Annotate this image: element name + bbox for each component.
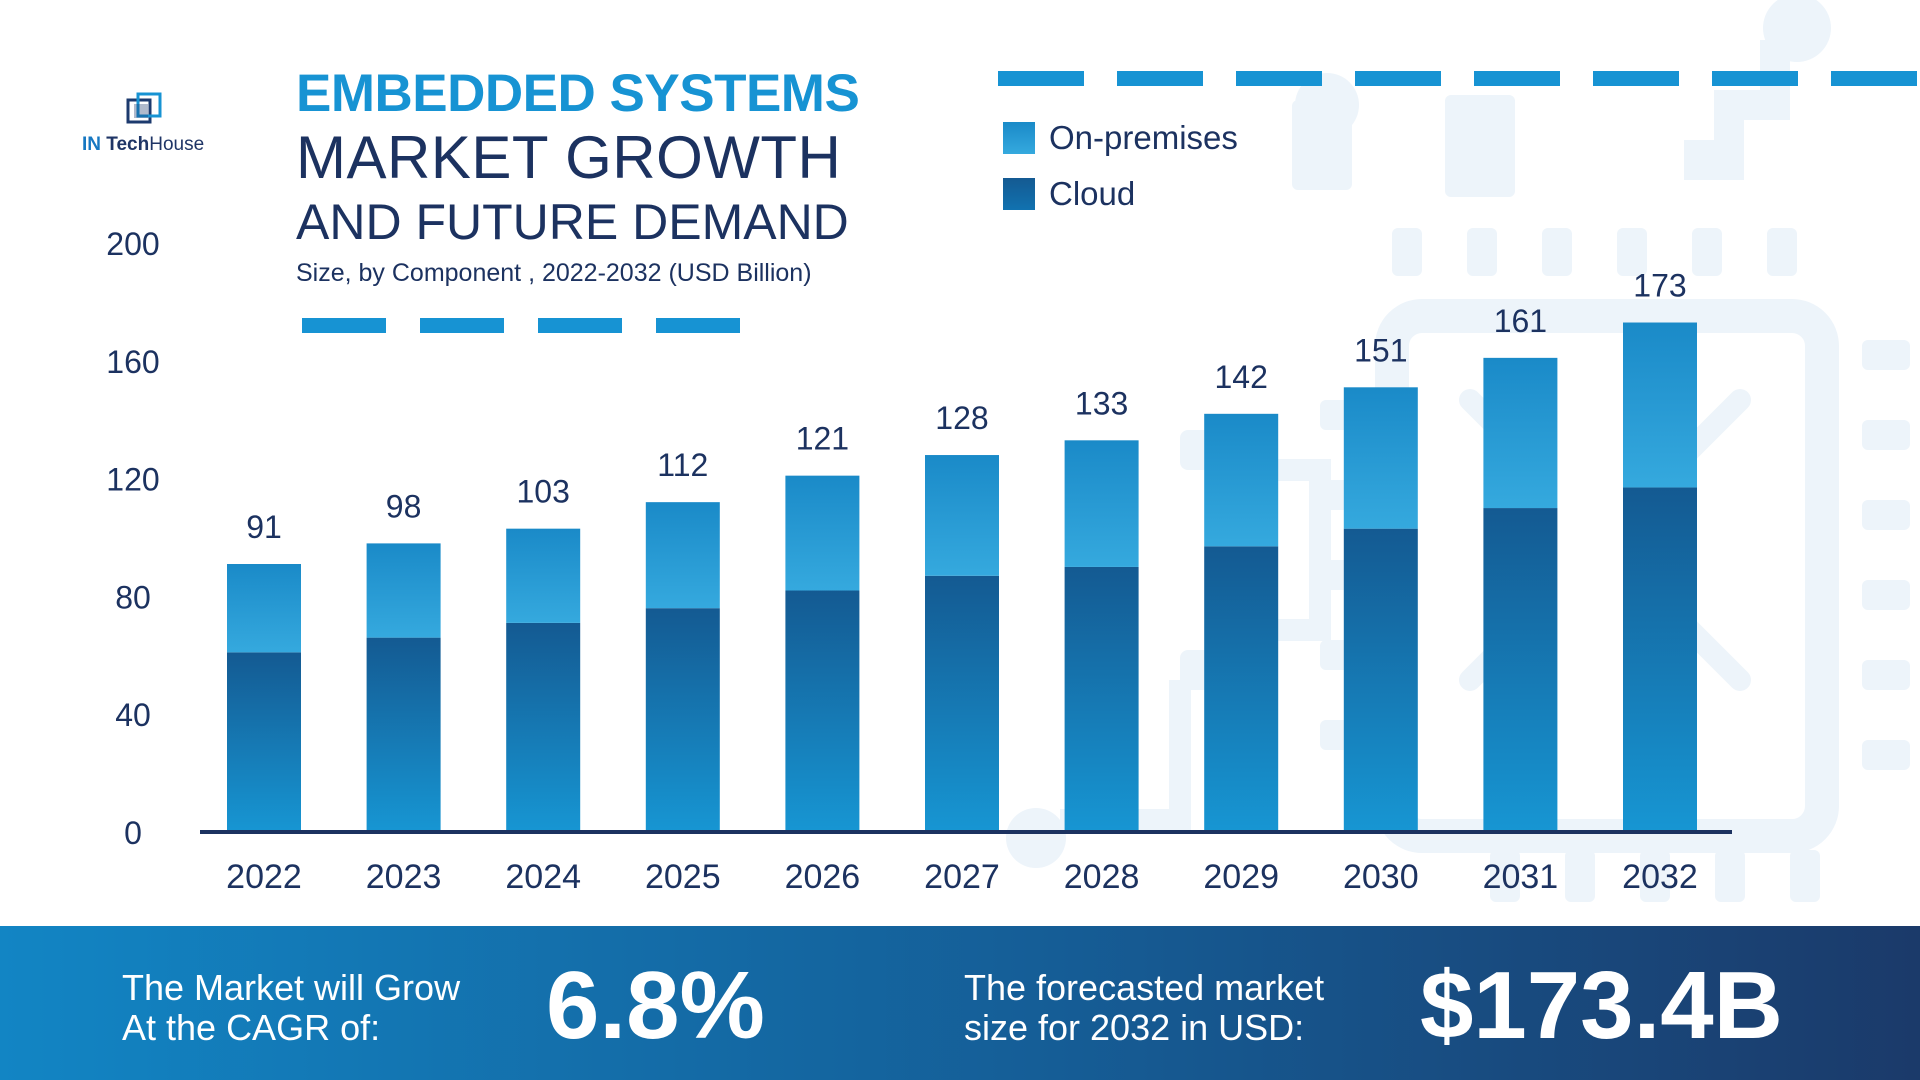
bar-on-premises-2025	[645, 502, 720, 609]
bar-cloud-2026	[785, 590, 860, 832]
bar-cloud-2022	[227, 652, 301, 832]
y-tick-label-0: 0	[124, 815, 142, 851]
x-tick-label-2029: 2029	[1203, 858, 1279, 896]
title-line-2: MARKET GROWTH	[296, 124, 842, 191]
title-line-1: EMBEDDED SYSTEMS	[296, 64, 860, 123]
total-label-2031: 161	[1494, 303, 1547, 339]
forecast-line-1: The forecasted market	[964, 967, 1325, 1008]
cagr-value: 6.8%	[546, 952, 765, 1059]
cagr-line-2: At the CAGR of:	[122, 1007, 381, 1048]
bar-cloud-2031	[1483, 508, 1558, 832]
legend-swatch-cloud	[1003, 178, 1035, 210]
y-tick-label-200: 200	[106, 226, 159, 262]
title-block: EMBEDDED SYSTEMS MARKET GROWTH AND FUTUR…	[296, 64, 916, 290]
bar-cloud-2024	[506, 622, 581, 832]
bar-on-premises-2026	[785, 475, 860, 591]
x-tick-label-2022: 2022	[226, 858, 302, 896]
bar-on-premises-2031	[1483, 357, 1558, 509]
total-label-2022: 91	[246, 509, 282, 545]
bar-on-premises-2023	[366, 543, 441, 638]
bar-on-premises-2032	[1623, 322, 1697, 488]
bar-on-premises-2028	[1064, 440, 1139, 567]
logo-house: House	[149, 134, 205, 155]
legend-label-on-premises: On-premises	[1049, 119, 1238, 156]
logo-tech: Tech	[106, 134, 150, 155]
forecast-value: $173.4B	[1420, 952, 1783, 1059]
bar-cloud-2028	[1064, 566, 1139, 832]
x-tick-label-2030: 2030	[1343, 858, 1419, 896]
x-tick-label-2031: 2031	[1483, 858, 1559, 896]
bar-cloud-2023	[366, 637, 441, 832]
total-label-2025: 112	[657, 447, 708, 483]
bar-cloud-2032	[1623, 487, 1697, 832]
x-tick-label-2026: 2026	[785, 858, 861, 896]
x-tick-label-2028: 2028	[1064, 858, 1140, 896]
y-tick-label-40: 40	[115, 697, 151, 733]
bar-on-premises-2022	[227, 564, 301, 653]
y-tick-label-120: 120	[106, 462, 159, 498]
y-tick-label-80: 80	[115, 579, 151, 615]
total-label-2029: 142	[1215, 359, 1268, 395]
title-line-3: AND FUTURE DEMAND	[296, 194, 849, 250]
legend-item-on-premises: On-premises	[1003, 110, 1238, 166]
bar-cloud-2027	[925, 575, 999, 832]
bar-on-premises-2024	[506, 528, 581, 623]
y-tick-label-160: 160	[106, 344, 159, 380]
logo-squares-icon	[126, 92, 162, 124]
total-label-2023: 98	[386, 488, 422, 524]
x-tick-label-2024: 2024	[505, 858, 581, 896]
bar-on-premises-2030	[1343, 387, 1418, 529]
legend-item-cloud: Cloud	[1003, 166, 1238, 222]
total-label-2028: 133	[1075, 385, 1128, 421]
x-tick-label-2027: 2027	[924, 858, 1000, 896]
subtitle: Size, by Component , 2022-2032 (USD Bill…	[296, 259, 812, 287]
cagr-line-1: The Market will Grow	[122, 967, 461, 1008]
forecast-line-2: size for 2032 in USD:	[964, 1007, 1305, 1048]
bar-on-premises-2029	[1204, 413, 1279, 547]
stacked-bar-chart: 91 2022 98 2023 103 2024 112 2025 121 2026 128 2027…	[106, 226, 1732, 896]
labels-layer: 91 2022 98 2023 103 2024 112 2025 121 2026 128 2027…	[106, 226, 1698, 896]
total-label-2026: 121	[796, 421, 849, 457]
legend-label-cloud: Cloud	[1049, 175, 1136, 212]
legend-swatch-on-premises	[1003, 122, 1035, 154]
bar-cloud-2029	[1204, 546, 1279, 832]
total-label-2032: 173	[1633, 268, 1686, 304]
logo-in: IN	[82, 134, 101, 155]
bars-layer	[227, 322, 1697, 832]
bar-cloud-2030	[1343, 528, 1418, 832]
total-label-2030: 151	[1354, 332, 1407, 368]
x-tick-label-2025: 2025	[645, 858, 721, 896]
total-label-2027: 128	[935, 400, 988, 436]
bar-on-premises-2027	[925, 455, 999, 576]
logo-wordmark: IN TechHouse	[82, 134, 204, 156]
x-tick-label-2023: 2023	[366, 858, 442, 896]
bar-cloud-2025	[645, 608, 720, 832]
legend: On-premises Cloud	[1003, 110, 1238, 222]
total-label-2024: 103	[517, 474, 570, 510]
summary-banner: The Market will Grow At the CAGR of: 6.8…	[0, 926, 1920, 1080]
x-tick-label-2032: 2032	[1622, 858, 1698, 896]
